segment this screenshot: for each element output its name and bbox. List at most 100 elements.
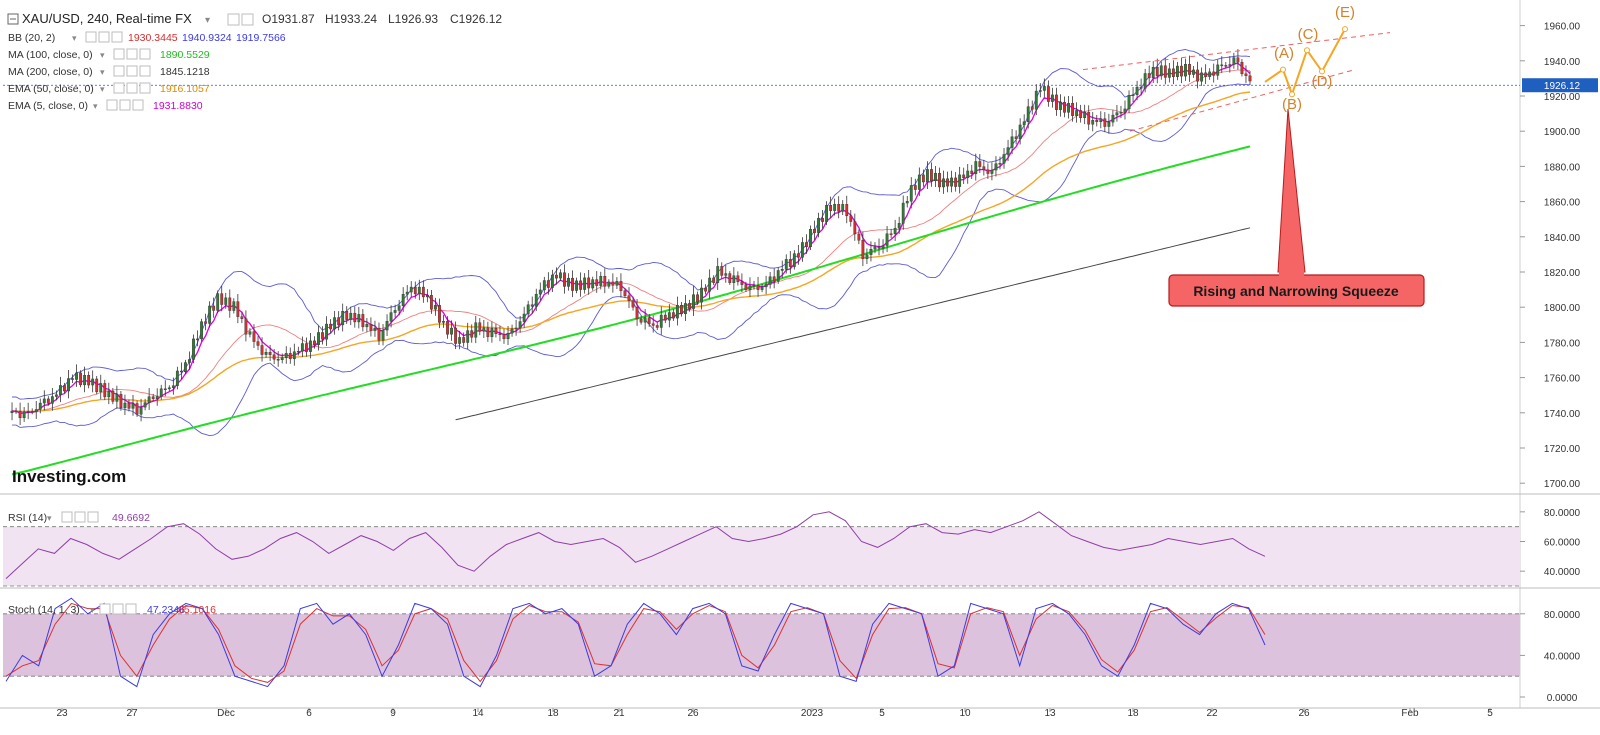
candle-body xyxy=(361,314,365,328)
candle-body xyxy=(724,273,728,276)
legend-control-icon[interactable] xyxy=(126,48,138,60)
legend-dropdown-icon[interactable]: ▾ xyxy=(100,84,105,94)
legend-control-icon[interactable] xyxy=(85,31,97,43)
candle-body xyxy=(393,310,397,313)
candle-body xyxy=(1063,102,1066,113)
candle-body xyxy=(264,352,268,355)
current-price-tag xyxy=(1522,78,1598,93)
legend-control-icon[interactable] xyxy=(139,65,151,77)
candle-body xyxy=(381,329,385,341)
legend-control-icon[interactable] xyxy=(126,82,138,94)
candle-body xyxy=(655,325,659,328)
legend-control-icon[interactable] xyxy=(139,48,151,60)
candle-body xyxy=(139,406,143,415)
title-controls[interactable] xyxy=(227,13,254,26)
legend-ema50-name: EMA (50, close, 0) xyxy=(8,83,94,95)
legend-dropdown-icon[interactable]: ▾ xyxy=(100,50,105,60)
candle-body xyxy=(764,284,768,288)
candle-body xyxy=(1067,103,1070,113)
legend-control-icon[interactable] xyxy=(113,48,125,60)
candle-body xyxy=(800,242,804,258)
candle-body xyxy=(1188,63,1191,75)
legend-control-icon[interactable] xyxy=(106,99,118,111)
candle-body xyxy=(300,343,304,352)
candle-body xyxy=(1010,136,1014,148)
candle-body xyxy=(95,378,99,393)
legend-control-icon[interactable] xyxy=(119,99,131,111)
candle-body xyxy=(256,341,260,346)
candle-body xyxy=(1240,61,1244,75)
candle-body xyxy=(917,174,921,190)
candle-body xyxy=(446,321,449,335)
candle-body xyxy=(1071,103,1074,116)
legend-control-icon[interactable] xyxy=(139,82,151,94)
main-legend: XAU/USD, 240, Real-time FX ▾ O1931.87 H1… xyxy=(7,11,502,112)
candle-body xyxy=(192,338,195,360)
candle-body xyxy=(559,272,562,279)
candle-body xyxy=(780,269,784,271)
candle-body xyxy=(659,314,663,328)
legend-control-icon[interactable] xyxy=(113,65,125,77)
candle-body xyxy=(115,394,119,402)
legend-control-icon[interactable] xyxy=(113,82,125,94)
legend-dropdown-icon[interactable]: ▾ xyxy=(100,67,105,77)
candle-body xyxy=(942,178,945,188)
legend-control-icon[interactable] xyxy=(98,31,110,43)
candle-body xyxy=(167,387,171,390)
candle-body xyxy=(268,352,272,355)
stoch-k-line xyxy=(5,597,1266,688)
candle-body xyxy=(1095,120,1099,123)
candle-body xyxy=(752,285,756,287)
candle-body xyxy=(1083,111,1087,119)
candle-body xyxy=(163,388,167,391)
candle-body xyxy=(796,253,800,258)
candle-body xyxy=(345,311,349,320)
price-tick-label: 1740.00 xyxy=(1544,409,1581,420)
legend-ma100-value: 1890.5529 xyxy=(160,49,210,61)
candle-body xyxy=(1099,118,1103,123)
time-axis: 23 27 Dec 6 9 14 18 21 26 2023 5 10 13 18 22 26 Feb 5 xyxy=(56,708,1493,719)
ema50-line xyxy=(12,91,1251,412)
candle-body xyxy=(841,204,845,212)
title-dropdown-icon[interactable]: ▾ xyxy=(205,15,210,26)
candle-body xyxy=(736,275,740,283)
watermark-logo: Investing.com xyxy=(12,467,126,486)
legend-dropdown-icon[interactable]: ▾ xyxy=(72,33,77,43)
time-tick-label: 5 xyxy=(1487,708,1493,719)
candle-body xyxy=(1232,57,1236,65)
candle-body xyxy=(1119,112,1123,114)
candle-body xyxy=(147,396,151,403)
time-tick-label: 14 xyxy=(472,708,484,719)
candle-body xyxy=(67,378,70,392)
candle-body xyxy=(220,293,224,305)
stoch-name: Stoch (14, 1, 3) xyxy=(8,604,80,616)
svg-text:▾[interactable]: ▾ xyxy=(47,513,52,523)
candle-body xyxy=(175,370,179,386)
legend-control-icon[interactable] xyxy=(126,65,138,77)
candle-body xyxy=(397,305,401,311)
candle-body xyxy=(720,266,724,276)
candle-body xyxy=(1050,94,1054,102)
candle-body xyxy=(732,275,736,283)
svg-text:▾[interactable]: ▾ xyxy=(90,605,95,615)
candle-body xyxy=(494,328,498,334)
collapse-icon[interactable] xyxy=(7,13,19,25)
candle-body xyxy=(663,314,667,321)
candle-body xyxy=(998,163,1002,165)
legend-control-icon[interactable] xyxy=(111,31,123,43)
legend-dropdown-icon[interactable]: ▾ xyxy=(93,101,98,111)
channel-lower-line xyxy=(1129,69,1356,132)
candle-body xyxy=(921,174,925,183)
legend-controls[interactable]: ▾▾▾▾▾ xyxy=(72,31,151,111)
candle-body xyxy=(1139,86,1143,89)
candle-body xyxy=(22,411,26,419)
candle-body xyxy=(538,289,542,295)
squeeze-callout: Rising and Narrowing Squeeze xyxy=(1168,108,1425,307)
candle-body xyxy=(1244,73,1248,76)
rsi-band xyxy=(3,526,1520,586)
time-tick-label: 26 xyxy=(687,708,699,719)
price-tick-label: 1900.00 xyxy=(1544,127,1581,138)
legend-control-icon[interactable] xyxy=(132,99,144,111)
candle-body xyxy=(216,293,220,311)
